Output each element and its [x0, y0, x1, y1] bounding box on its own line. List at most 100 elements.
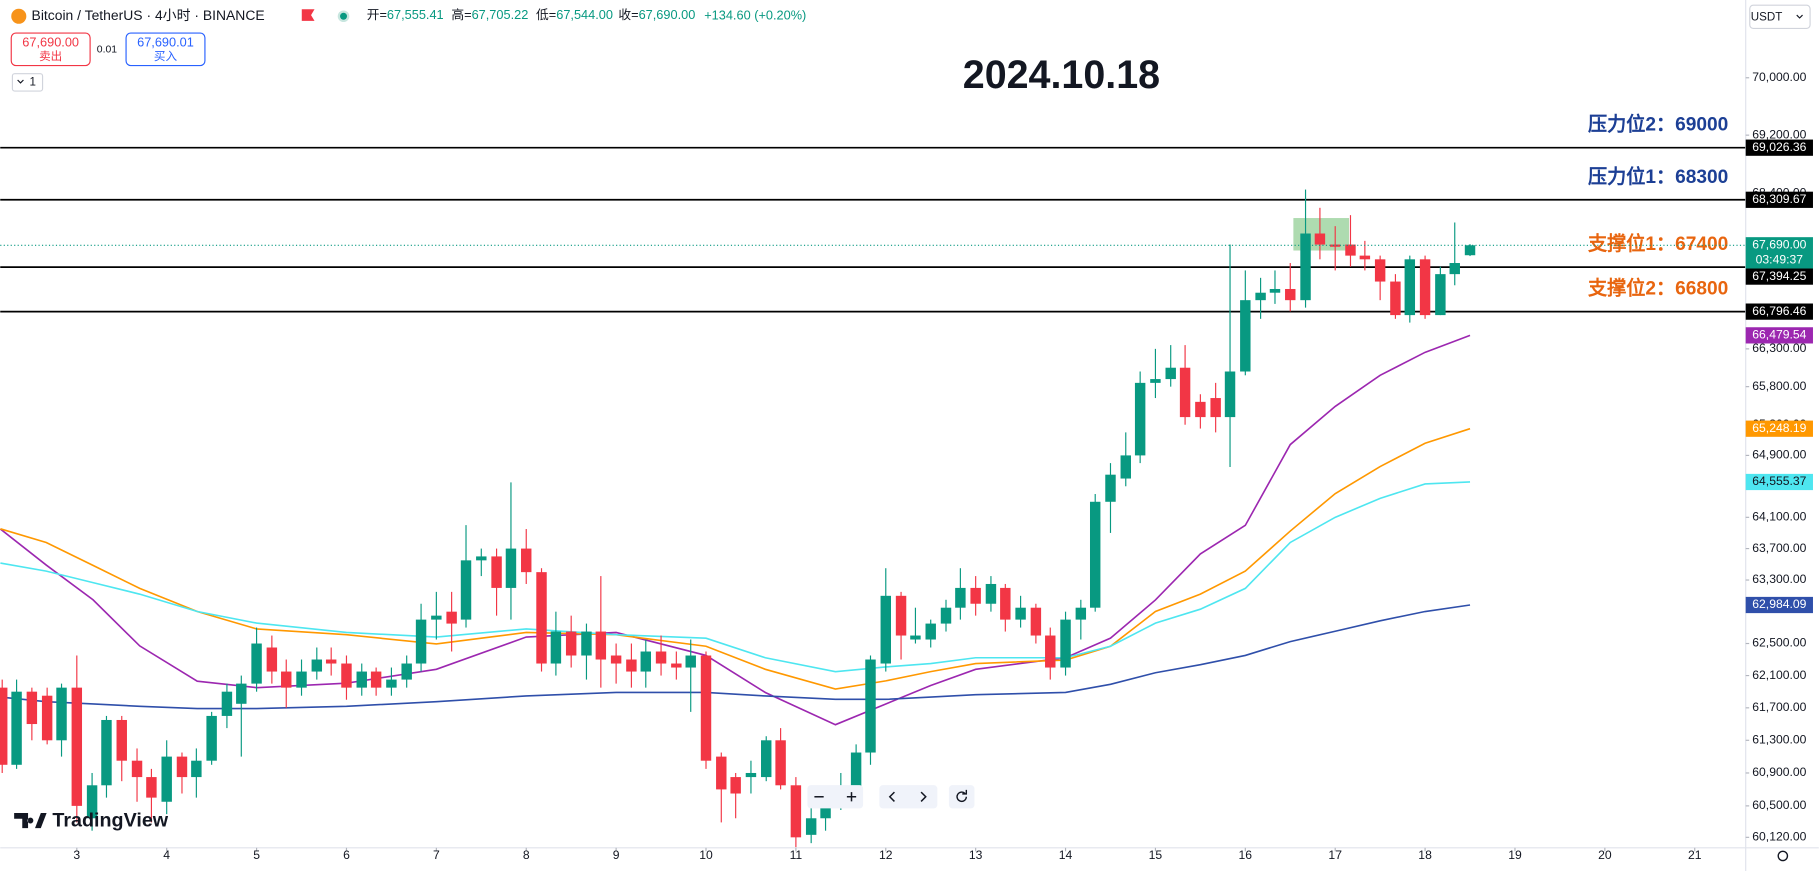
- sell-button[interactable]: [10, 32, 91, 67]
- interval: 1: [29, 76, 35, 88]
- candle-body: [176, 756, 188, 778]
- buy-label: 买入: [154, 50, 178, 63]
- candle-body: [431, 615, 442, 620]
- x-tick-label: 9: [613, 848, 620, 862]
- candle-body: [805, 818, 817, 835]
- candle-body: [730, 777, 741, 794]
- reset-group: [948, 785, 975, 809]
- ohlc-label: 开=: [367, 8, 387, 23]
- flag-icon[interactable]: [301, 9, 315, 21]
- level-tag: [1745, 268, 1813, 285]
- scroll-right[interactable]: [920, 791, 927, 802]
- candle-body: [41, 695, 53, 741]
- candle-body: [101, 719, 112, 786]
- ma-tag: [1745, 473, 1813, 491]
- x-tick-label: 15: [1149, 848, 1163, 862]
- candle-body: [311, 659, 323, 672]
- ohlc-label: 收=: [618, 8, 638, 23]
- ma-line: [0, 604, 1471, 710]
- interval-toggle[interactable]: [11, 73, 44, 92]
- candle-body: [370, 671, 382, 688]
- ohlc-value: 67,705.22: [472, 8, 529, 23]
- ma-tag-label: 65,248.19: [1752, 421, 1806, 435]
- candle-body: [626, 659, 637, 672]
- last-price-label: 67,690.00: [1752, 238, 1806, 252]
- level-tag-label: 68,309.67: [1752, 192, 1806, 206]
- spread: 0.01: [97, 45, 117, 56]
- candle-body: [415, 619, 427, 664]
- candle-body: [671, 663, 682, 668]
- candle-body: [1120, 455, 1131, 479]
- candle-body: [970, 587, 981, 604]
- candle-body: [1329, 244, 1341, 247]
- last-price-tag: [1745, 237, 1813, 269]
- level-note: 压力位1：68300: [1588, 165, 1728, 188]
- candle-body: [820, 801, 831, 819]
- y-tick-label: 64,900.00: [1752, 448, 1806, 462]
- buy-price: 67,690.01: [137, 34, 194, 49]
- candle-body: [1210, 398, 1221, 418]
- candle-body: [191, 760, 202, 778]
- candle-body: [221, 691, 233, 716]
- currency-button[interactable]: [1749, 4, 1811, 29]
- candle-body: [1269, 288, 1281, 293]
- candle-body: [505, 548, 517, 588]
- candle-body: [880, 595, 891, 664]
- candle-body: [476, 556, 487, 561]
- buy-button[interactable]: [125, 32, 206, 67]
- candle-body: [1464, 245, 1476, 256]
- y-tick-label: 70,000.00: [1752, 70, 1806, 84]
- level-tag-label: 66,796.46: [1752, 304, 1806, 318]
- candle-body: [895, 595, 907, 636]
- x-tick-label: 12: [879, 848, 893, 862]
- candle-body: [985, 583, 997, 604]
- zoom-in[interactable]: [846, 792, 857, 802]
- candle-body: [1030, 607, 1042, 636]
- x-tick-label: 7: [433, 848, 440, 862]
- ma-line: [0, 334, 1471, 726]
- countdown: 03:49:37: [1756, 253, 1804, 267]
- x-tick-label: 16: [1239, 848, 1253, 862]
- candle-body: [1255, 292, 1266, 301]
- candle-body: [26, 691, 38, 725]
- x-tick-label: 18: [1418, 848, 1432, 862]
- x-tick-label: 17: [1328, 848, 1342, 862]
- y-tick-label: 66,300.00: [1752, 341, 1806, 355]
- reset-button[interactable]: [956, 789, 968, 803]
- level-note: 支撑位1：67400: [1588, 232, 1728, 255]
- ohlc-close: 收=67,690.00: [618, 8, 695, 23]
- candle-body: [491, 556, 502, 588]
- sell-label: 卖出: [39, 49, 62, 63]
- ohlc-value: 67,544.00: [556, 8, 613, 23]
- candle-body: [910, 635, 921, 640]
- candle-body: [1075, 607, 1087, 620]
- candle-body: [1314, 233, 1326, 245]
- scroll-left[interactable]: [888, 791, 895, 802]
- candle-body: [1195, 401, 1206, 418]
- candle-body: [1224, 371, 1236, 418]
- candle-body: [610, 655, 622, 664]
- level-tag-label: 69,026.36: [1752, 140, 1806, 154]
- candle-body: [685, 655, 696, 668]
- ohlc-high: 高=67,705.22: [451, 8, 528, 23]
- ohlc-value: 67,690.00: [639, 8, 696, 23]
- candle-body: [655, 651, 667, 664]
- y-tick-label: 60,500.00: [1752, 798, 1806, 812]
- candle-body: [536, 572, 547, 664]
- candle-body: [236, 683, 247, 704]
- candle-body: [1374, 259, 1386, 282]
- y-tick-label: 62,500.00: [1752, 636, 1806, 650]
- settings-icon[interactable]: [1777, 850, 1789, 862]
- y-tick-label: 61,300.00: [1752, 733, 1806, 747]
- ma-tag: [1745, 420, 1813, 437]
- candle-body: [161, 756, 172, 802]
- zoom-controls: [807, 785, 975, 809]
- candle-body: [550, 631, 562, 664]
- level-tag: [1745, 139, 1813, 156]
- candle-body: [206, 715, 217, 761]
- x-tick-label: 20: [1598, 848, 1612, 862]
- x-tick-label: 4: [163, 848, 170, 862]
- x-tick-label: 11: [790, 848, 803, 862]
